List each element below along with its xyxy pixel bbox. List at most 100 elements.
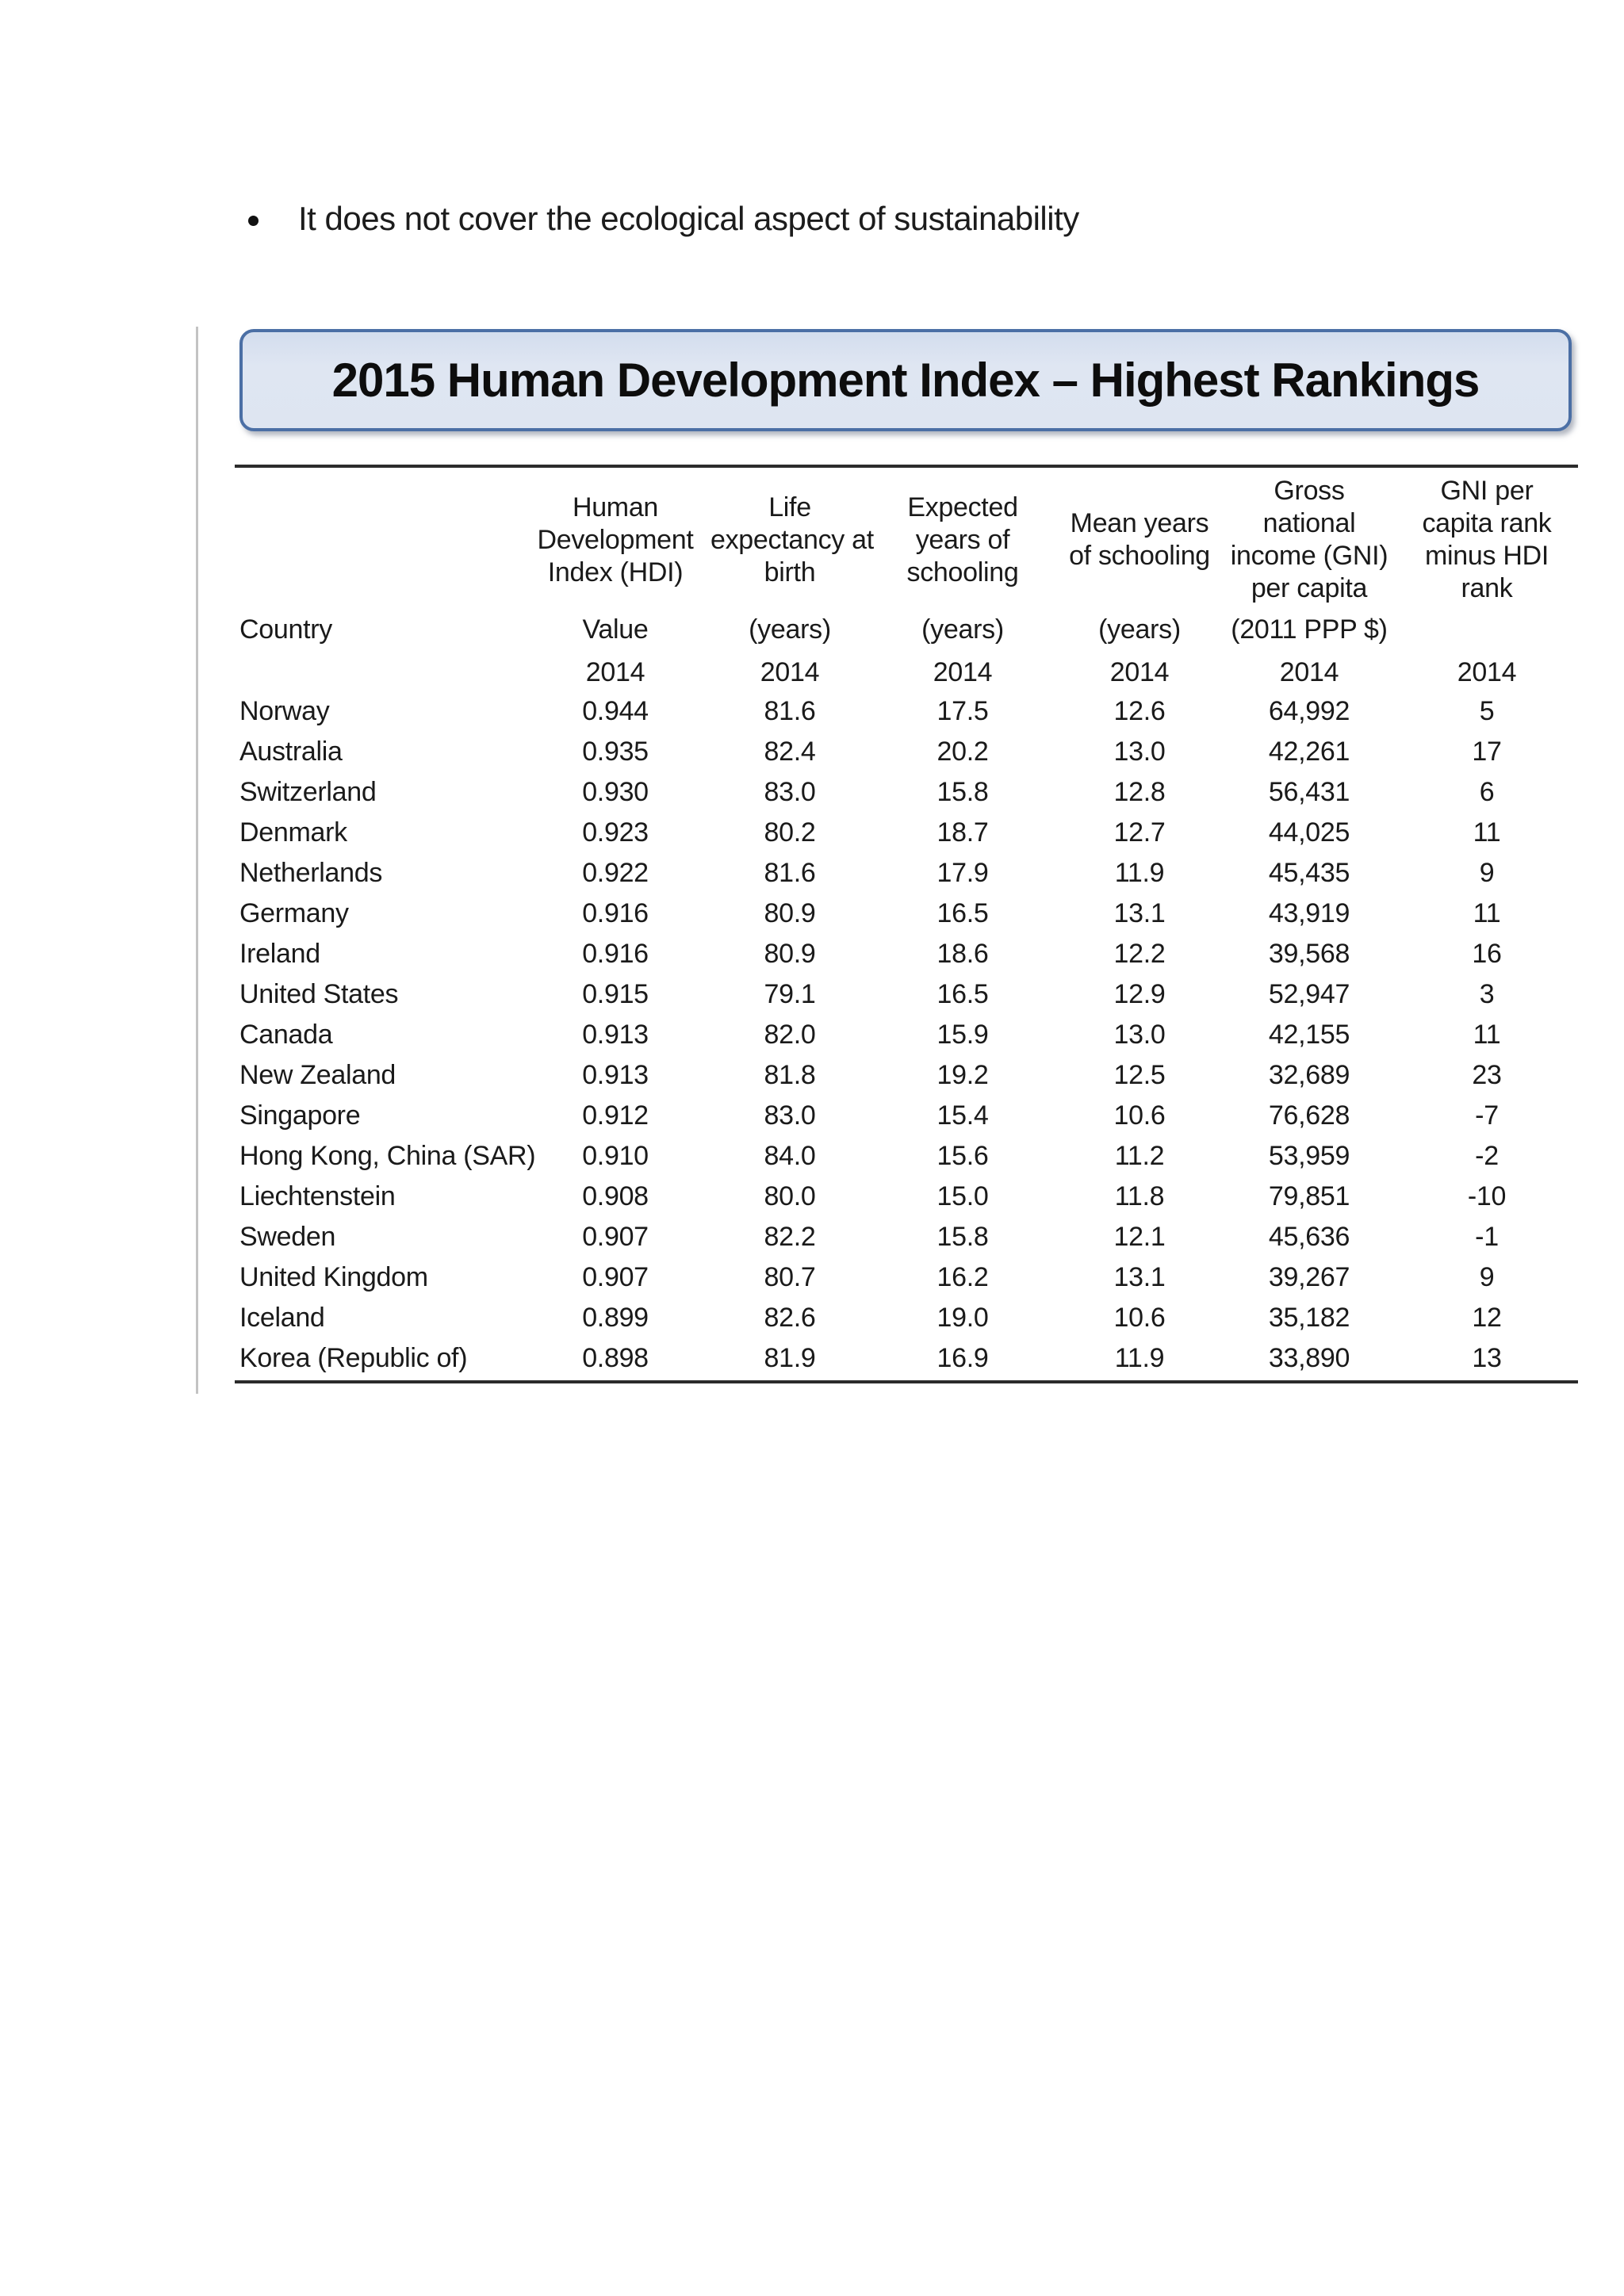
value-cell-gni_rank_minus_hdi: 3 (1479, 979, 1495, 1009)
table-header: Human Development Index (HDI) Life expect… (235, 474, 1578, 691)
header-cell-hdi: Human Development Index (HDI) (537, 492, 694, 587)
value-cell-gni_rank_minus_hdi: 12 (1472, 1303, 1502, 1333)
value-cell-expected_schooling: 17.5 (936, 696, 989, 726)
value-cell-life_expectancy: 82.0 (764, 1020, 816, 1050)
value-cell-expected_schooling: 15.0 (936, 1181, 989, 1211)
value-cell-mean_schooling: 13.0 (1113, 737, 1166, 767)
value-cell-life_expectancy: 80.9 (764, 939, 816, 969)
value-cell-gni_per_capita: 45,435 (1268, 858, 1350, 888)
unit-cell-mean_schooling: (years) (1098, 614, 1181, 645)
year-cell-country (235, 653, 520, 691)
value-cell-gni_per_capita: 53,959 (1268, 1141, 1350, 1171)
value-cell-life_expectancy: 81.6 (764, 696, 816, 726)
value-cell-gni_per_capita: 56,431 (1268, 777, 1350, 807)
unit-cell-expected_schooling: (years) (921, 614, 1004, 645)
value-cell-life_expectancy: 81.6 (764, 858, 816, 888)
table-bottom-rule (235, 1380, 1578, 1383)
value-cell-hdi: 0.907 (582, 1222, 649, 1252)
country-cell: New Zealand (239, 1060, 396, 1090)
value-cell-hdi: 0.915 (582, 979, 649, 1009)
country-cell: United Kingdom (239, 1262, 428, 1292)
header-cell-gni_per_capita: Gross national income (GNI) per capita (1230, 476, 1388, 603)
value-cell-gni_rank_minus_hdi: 11 (1473, 898, 1501, 928)
value-cell-gni_rank_minus_hdi: 13 (1472, 1343, 1502, 1373)
value-cell-hdi: 0.907 (582, 1262, 649, 1292)
header-row-units: Country Value (years) (years) (years) (2011 P… (235, 606, 1578, 653)
value-cell-gni_rank_minus_hdi: -2 (1475, 1141, 1499, 1171)
table-row: Liechtenstein 0.908 80.0 15.0 11.8 79,851 -10 (235, 1177, 1578, 1217)
year-cell-hdi: 2014 (585, 656, 645, 687)
value-cell-gni_rank_minus_hdi: 11 (1473, 817, 1501, 848)
country-cell: Denmark (239, 817, 347, 848)
year-cell-mean_schooling: 2014 (1109, 656, 1170, 687)
value-cell-mean_schooling: 12.6 (1113, 696, 1166, 726)
unit-cell-gni_per_capita: (2011 PPP $) (1231, 614, 1388, 645)
value-cell-gni_per_capita: 44,025 (1268, 817, 1350, 848)
value-cell-life_expectancy: 80.7 (764, 1262, 816, 1292)
table-row: Norway 0.944 81.6 17.5 12.6 64,992 5 (235, 691, 1578, 732)
value-cell-expected_schooling: 16.5 (936, 898, 989, 928)
value-cell-mean_schooling: 11.8 (1114, 1181, 1165, 1211)
header-cell-country (235, 474, 520, 606)
hdi-rankings-table: Human Development Index (HDI) Life expect… (235, 474, 1578, 1379)
value-cell-gni_per_capita: 33,890 (1268, 1343, 1350, 1373)
value-cell-mean_schooling: 12.5 (1113, 1060, 1166, 1090)
value-cell-hdi: 0.899 (582, 1303, 649, 1333)
value-cell-mean_schooling: 13.1 (1113, 898, 1166, 928)
year-cell-gni_per_capita: 2014 (1279, 656, 1339, 687)
country-cell: Switzerland (239, 777, 377, 807)
table-row: Germany 0.916 80.9 16.5 13.1 43,919 11 (235, 894, 1578, 934)
value-cell-gni_per_capita: 64,992 (1268, 696, 1350, 726)
value-cell-expected_schooling: 15.6 (936, 1141, 989, 1171)
unit-cell-gni_rank_minus_hdi (1396, 606, 1578, 653)
value-cell-gni_rank_minus_hdi: -7 (1475, 1100, 1499, 1131)
value-cell-life_expectancy: 79.1 (764, 979, 816, 1009)
table-row: Iceland 0.899 82.6 19.0 10.6 35,182 12 (235, 1298, 1578, 1338)
year-cell-gni_rank_minus_hdi: 2014 (1457, 656, 1517, 687)
header-cell-gni_rank_minus_hdi: GNI per capita rank minus HDI rank (1422, 476, 1552, 603)
value-cell-mean_schooling: 12.7 (1113, 817, 1166, 848)
table-row: United Kingdom 0.907 80.7 16.2 13.1 39,267 9 (235, 1257, 1578, 1298)
value-cell-gni_rank_minus_hdi: 6 (1479, 777, 1495, 807)
header-row-years: 2014 2014 2014 2014 2014 2014 (235, 653, 1578, 691)
value-cell-expected_schooling: 18.6 (936, 939, 989, 969)
value-cell-mean_schooling: 12.8 (1113, 777, 1166, 807)
value-cell-life_expectancy: 83.0 (764, 777, 816, 807)
value-cell-gni_rank_minus_hdi: 16 (1472, 939, 1502, 969)
value-cell-hdi: 0.923 (582, 817, 649, 848)
table-row: Sweden 0.907 82.2 15.8 12.1 45,636 -1 (235, 1217, 1578, 1257)
value-cell-gni_per_capita: 76,628 (1268, 1100, 1350, 1131)
value-cell-life_expectancy: 80.9 (764, 898, 816, 928)
value-cell-gni_per_capita: 45,636 (1268, 1222, 1350, 1252)
value-cell-gni_rank_minus_hdi: -1 (1475, 1222, 1499, 1252)
country-cell: Iceland (239, 1303, 325, 1333)
value-cell-life_expectancy: 80.2 (764, 817, 816, 848)
country-cell: Korea (Republic of) (239, 1343, 468, 1373)
value-cell-hdi: 0.910 (582, 1141, 649, 1171)
value-cell-life_expectancy: 82.4 (764, 737, 816, 767)
value-cell-hdi: 0.944 (582, 696, 649, 726)
header-row-titles: Human Development Index (HDI) Life expect… (235, 474, 1578, 606)
value-cell-gni_per_capita: 43,919 (1268, 898, 1350, 928)
header-cell-expected_schooling: Expected years of schooling (906, 492, 1019, 587)
year-cell-expected_schooling: 2014 (933, 656, 993, 687)
table-row: Canada 0.913 82.0 15.9 13.0 42,155 11 (235, 1015, 1578, 1055)
table-row: Ireland 0.916 80.9 18.6 12.2 39,568 16 (235, 934, 1578, 974)
bullet-text: It does not cover the ecological aspect … (298, 200, 1079, 237)
country-cell: Hong Kong, China (SAR) (239, 1141, 536, 1171)
value-cell-gni_per_capita: 39,267 (1268, 1262, 1350, 1292)
value-cell-mean_schooling: 11.2 (1114, 1141, 1165, 1171)
table-row: Singapore 0.912 83.0 15.4 10.6 76,628 -7 (235, 1096, 1578, 1136)
value-cell-mean_schooling: 12.1 (1113, 1222, 1166, 1252)
table-row: United States 0.915 79.1 16.5 12.9 52,947 3 (235, 974, 1578, 1015)
value-cell-mean_schooling: 12.2 (1113, 939, 1166, 969)
value-cell-expected_schooling: 16.5 (936, 979, 989, 1009)
value-cell-gni_rank_minus_hdi: 9 (1479, 1262, 1495, 1292)
value-cell-mean_schooling: 12.9 (1113, 979, 1166, 1009)
value-cell-expected_schooling: 15.8 (936, 777, 989, 807)
value-cell-gni_per_capita: 42,155 (1268, 1020, 1350, 1050)
table-top-rule (235, 465, 1578, 468)
value-cell-life_expectancy: 80.0 (764, 1181, 816, 1211)
value-cell-expected_schooling: 18.7 (936, 817, 989, 848)
value-cell-mean_schooling: 10.6 (1113, 1100, 1166, 1131)
